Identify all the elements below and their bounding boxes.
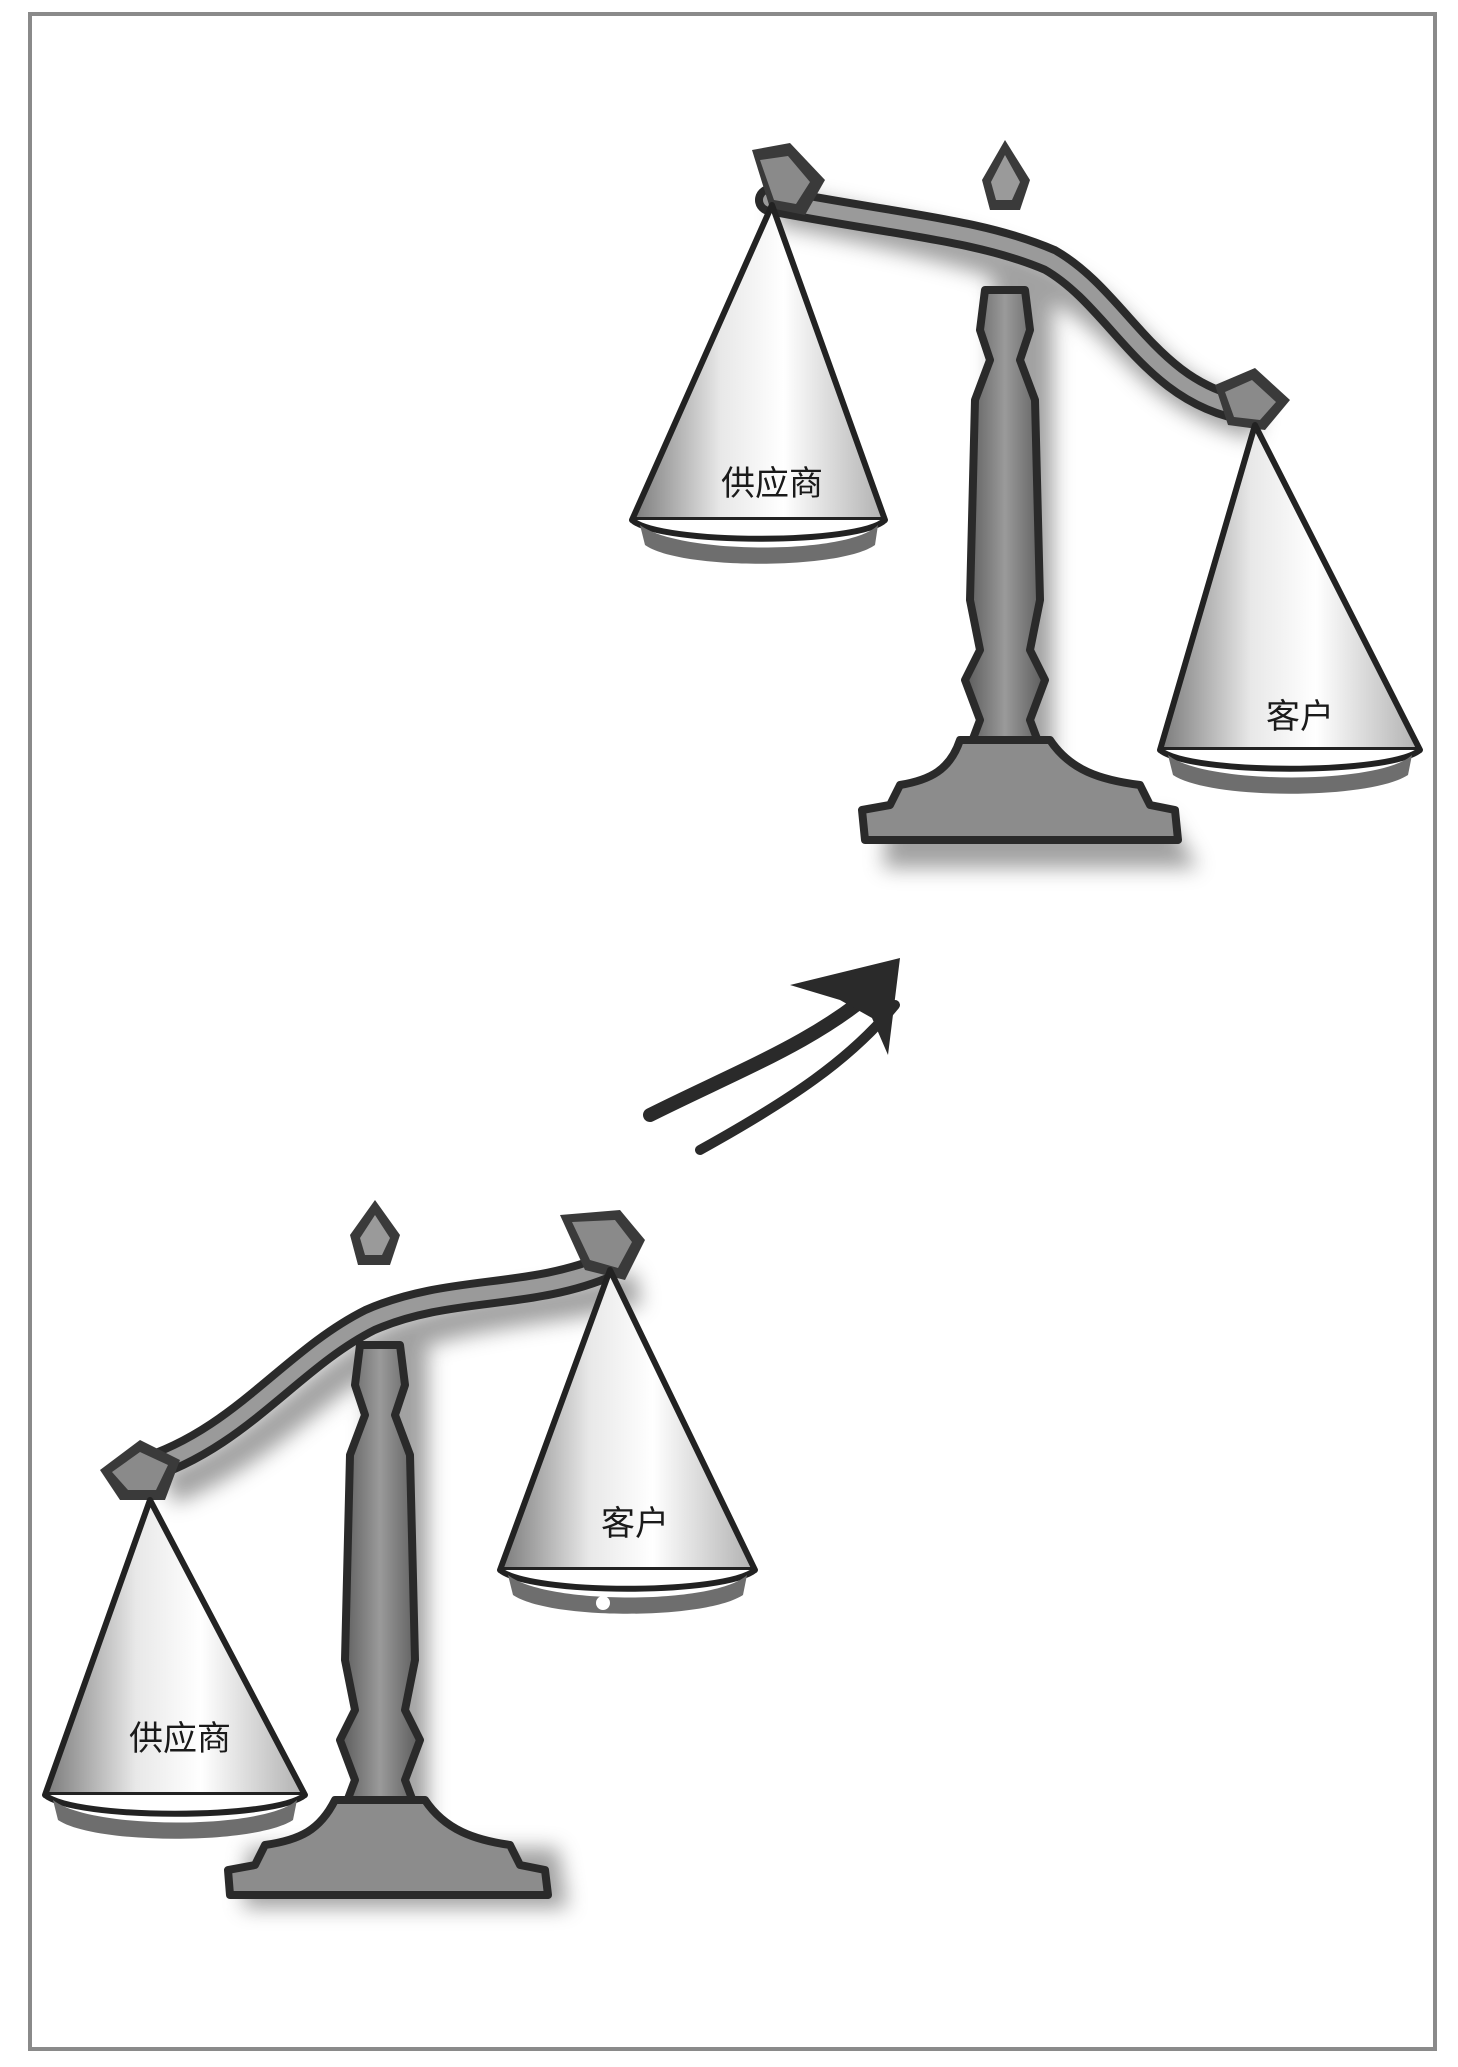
- scale-before: 供应商 客户: [42, 1200, 758, 1908]
- scale-before-left-pan: 供应商: [42, 1497, 308, 1839]
- double-arrow-icon: [643, 958, 900, 1155]
- scale-after: 供应商 客户: [629, 140, 1423, 868]
- scale-before-right-pan: 客户: [497, 1267, 758, 1614]
- scale-after-left-pan-label: 供应商: [721, 464, 823, 504]
- scale-before-left-pan-label: 供应商: [129, 1719, 231, 1759]
- scale-after-left-pan: 供应商: [629, 202, 888, 564]
- scale-after-right-pan: 客户: [1157, 422, 1423, 794]
- page-frame: [28, 12, 1437, 2051]
- scale-after-base: [858, 736, 1182, 844]
- scale-after-right-pan-label: 客户: [1266, 697, 1334, 737]
- scale-before-right-pan-label: 客户: [601, 1504, 669, 1544]
- scale-before-base: [224, 1796, 552, 1899]
